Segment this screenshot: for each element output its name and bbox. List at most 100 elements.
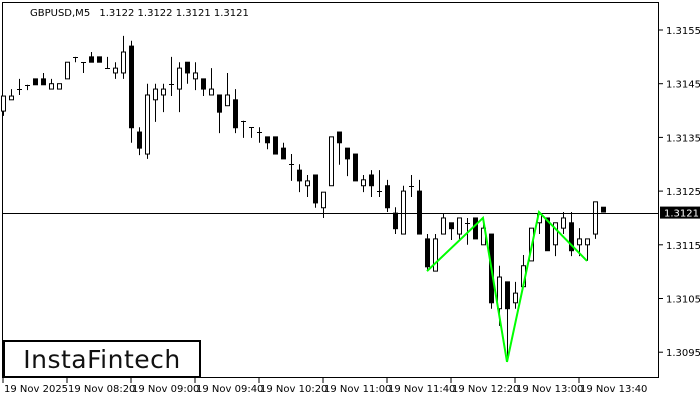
- candle-body: [497, 276, 502, 310]
- candle-body: [265, 136, 270, 144]
- candle-body: [393, 212, 398, 230]
- candle: [353, 153, 358, 182]
- candle: [385, 179, 390, 213]
- candle: [249, 127, 254, 138]
- x-tick-label: 19 Nov 13:00: [516, 384, 583, 395]
- candle: [513, 281, 518, 309]
- candle: [601, 206, 606, 213]
- candle: [105, 56, 110, 69]
- candle-body: [337, 131, 342, 144]
- candle-body: [593, 201, 598, 235]
- candle: [289, 154, 294, 181]
- candle-body: [273, 136, 278, 155]
- candle-body: [89, 56, 94, 63]
- candle-body: [321, 191, 326, 209]
- candle-body: [137, 131, 142, 149]
- x-tick-label: 19 Nov 11:00: [324, 384, 391, 395]
- candle-body: [401, 190, 406, 235]
- candle: [209, 68, 214, 96]
- candle: [425, 234, 430, 271]
- candle-body: [553, 222, 558, 246]
- candle: [417, 179, 422, 235]
- candle: [473, 217, 478, 240]
- candle-body: [513, 292, 518, 304]
- candle: [265, 136, 270, 150]
- candle: [449, 222, 454, 240]
- candle: [97, 56, 102, 63]
- candle: [121, 35, 126, 79]
- candle-body: [313, 174, 318, 204]
- candle: [89, 52, 94, 63]
- candle: [113, 62, 118, 79]
- candle: [217, 94, 222, 134]
- x-tick-label: 19 Nov 2025: [4, 384, 68, 395]
- candle-body: [457, 217, 462, 235]
- candle-body: [9, 95, 14, 101]
- candle-body: [441, 217, 446, 235]
- candle: [313, 174, 318, 208]
- candle-body: [473, 217, 478, 240]
- candle-body: [417, 190, 422, 235]
- plot-area: [2, 2, 659, 378]
- y-tick-label: 1.3105: [666, 295, 700, 306]
- candle: [49, 78, 54, 90]
- candle: [73, 56, 78, 63]
- candle-body: [161, 88, 166, 96]
- candle-body: [217, 94, 222, 113]
- candle: [65, 61, 70, 80]
- candle-body: [233, 99, 238, 129]
- candle-body: [297, 169, 302, 182]
- candle: [185, 61, 190, 84]
- pattern-line: [426, 210, 588, 363]
- candle: [273, 136, 278, 155]
- candle: [505, 281, 510, 362]
- candle: [33, 78, 38, 86]
- candle-body: [305, 180, 310, 187]
- candle: [145, 83, 150, 159]
- candle: [225, 72, 230, 107]
- candle: [433, 234, 438, 272]
- candle-body: [545, 217, 550, 252]
- x-tick-label: 19 Nov 09:00: [132, 384, 199, 395]
- x-tick-label: 19 Nov 10:20: [260, 384, 327, 395]
- symbol-label: GBPUSD,M5: [30, 8, 90, 19]
- candle: [569, 212, 574, 257]
- candle: [233, 89, 238, 134]
- candle: [9, 89, 14, 101]
- candle-body: [561, 217, 566, 229]
- x-tick-label: 19 Nov 08:20: [68, 384, 135, 395]
- price-axis: 1.3155 1.3145 1.3135 1.3125 1.3115 1.3105 1.30…: [659, 26, 700, 359]
- candles-layer: [1, 35, 606, 362]
- candle-body: [569, 222, 574, 252]
- candle: [361, 174, 366, 193]
- candle: [401, 185, 406, 235]
- candle: [129, 40, 134, 143]
- ohlc-readout: 1.3122 1.3122 1.3121 1.3121: [99, 8, 249, 19]
- candle: [297, 164, 302, 193]
- candle-body: [129, 45, 134, 129]
- candle-body: [177, 67, 182, 90]
- candle-body: [577, 238, 582, 246]
- candle-body: [185, 61, 190, 74]
- y-tick-label: 1.3135: [666, 133, 700, 144]
- y-tick-label: 1.3155: [666, 26, 700, 37]
- candle-body: [33, 78, 38, 86]
- candle-body: [145, 94, 150, 155]
- candle: [337, 131, 342, 165]
- candle: [169, 56, 174, 97]
- candle: [369, 170, 374, 198]
- candle-body: [201, 78, 206, 90]
- candle-body: [505, 281, 510, 310]
- candle: [177, 62, 182, 113]
- instafintech-logo: InstaFintech: [3, 340, 201, 378]
- candle: [545, 217, 550, 252]
- candle: [305, 174, 310, 198]
- y-tick-label: 1.3095: [666, 348, 700, 359]
- candle-body: [97, 56, 102, 63]
- candle: [585, 238, 590, 261]
- candle-body: [225, 94, 230, 107]
- candle-body: [209, 88, 214, 96]
- candle: [161, 83, 166, 113]
